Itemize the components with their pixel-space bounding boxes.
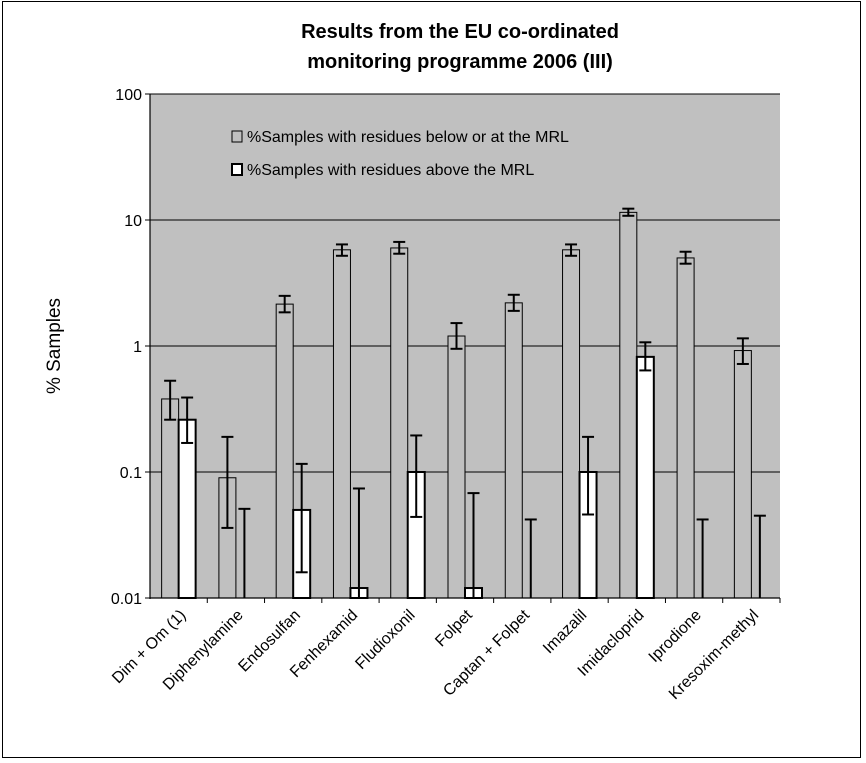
bar-below-mrl (733, 350, 752, 599)
bar-below-mrl (619, 211, 638, 599)
chart-title-line-1: Results from the EU co-ordinated (301, 21, 619, 43)
chart-title-line-2: monitoring programme 2006 (III) (307, 51, 613, 73)
bar-below-mrl (275, 303, 294, 599)
x-ticks: Dim + Om (1)DiphenylamineEndosulfanFenhe… (109, 598, 781, 703)
legend-label-above: %Samples with residues above the MRL (247, 162, 534, 179)
y-axis-label: % Samples (44, 298, 65, 394)
bar-below-mrl (562, 249, 581, 599)
bar-below-mrl (161, 398, 180, 599)
bar-below-mrl (504, 302, 523, 599)
x-tick-label: Folpet (432, 606, 476, 650)
x-tick-label: Fludioxonil (352, 607, 418, 673)
bar-below-mrl (332, 249, 351, 599)
legend-swatch-above (231, 163, 243, 176)
x-tick-label: Imazalil (540, 607, 590, 657)
y-ticks: 0.01 0.1 1 10 100 (111, 87, 150, 608)
legend-swatch-below (231, 130, 243, 143)
legend: %Samples with residues below or at the M… (231, 129, 569, 179)
bar-below-mrl (676, 257, 695, 599)
bar-above-mrl (177, 418, 197, 599)
x-tick-label: Iprodione (646, 607, 705, 666)
y-tick-label: 0.1 (120, 465, 142, 482)
y-tick-label: 0.01 (111, 591, 142, 608)
bar-below-mrl (390, 247, 409, 599)
legend-label-below: %Samples with residues below or at the M… (247, 129, 569, 146)
bar-below-mrl (447, 335, 466, 599)
y-tick-label: 100 (115, 87, 142, 104)
bar-above-mrl (635, 355, 655, 600)
y-tick-label: 1 (133, 339, 142, 356)
error-bars (164, 207, 766, 598)
y-tick-label: 10 (124, 213, 142, 230)
